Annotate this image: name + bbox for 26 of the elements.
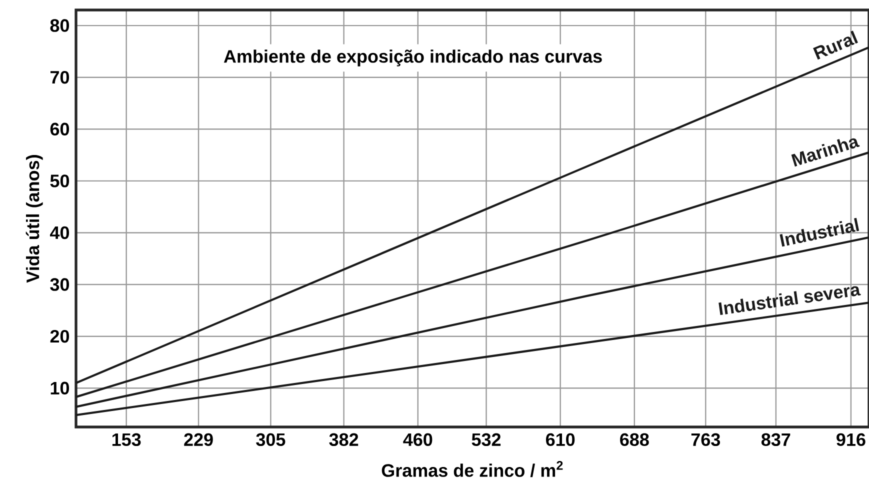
- y-axis-title: Vida útil (anos): [26, 155, 43, 283]
- y-tick-label: 50: [50, 174, 70, 188]
- x-tick-label: 382: [329, 433, 358, 446]
- text: Marinha: [791, 138, 860, 167]
- x-tick-label: 763: [691, 433, 720, 446]
- x-tick-label: 837: [761, 433, 790, 446]
- y-tick-label: 20: [50, 330, 70, 343]
- text: Rural: [813, 30, 858, 60]
- x-tick-label: 229: [184, 433, 213, 446]
- x-tick-label: 305: [256, 433, 286, 446]
- y-tick-label: 80: [50, 19, 70, 32]
- text: Industrial: [780, 218, 860, 247]
- x-tick-label: 610: [546, 433, 575, 446]
- x-tick-label: 460: [403, 433, 432, 446]
- y-tick-label: 30: [50, 278, 70, 291]
- y-tick-label: 40: [50, 226, 70, 240]
- x-tick-label: 688: [620, 433, 649, 446]
- x-tick-label: 532: [472, 433, 501, 446]
- y-tick-label: 60: [50, 122, 70, 136]
- x-tick-label: 153: [112, 433, 141, 446]
- x-axis-title: Gramas de zinco / m$^{2}$: [382, 460, 563, 478]
- text: Industrial severa: [718, 286, 861, 316]
- y-tick-label: 70: [50, 70, 70, 84]
- text: Ambiente de exposição indicado nas curvas: [224, 50, 602, 66]
- x-tick-label: 916: [836, 433, 866, 446]
- y-tick-label: 10: [50, 382, 70, 394]
